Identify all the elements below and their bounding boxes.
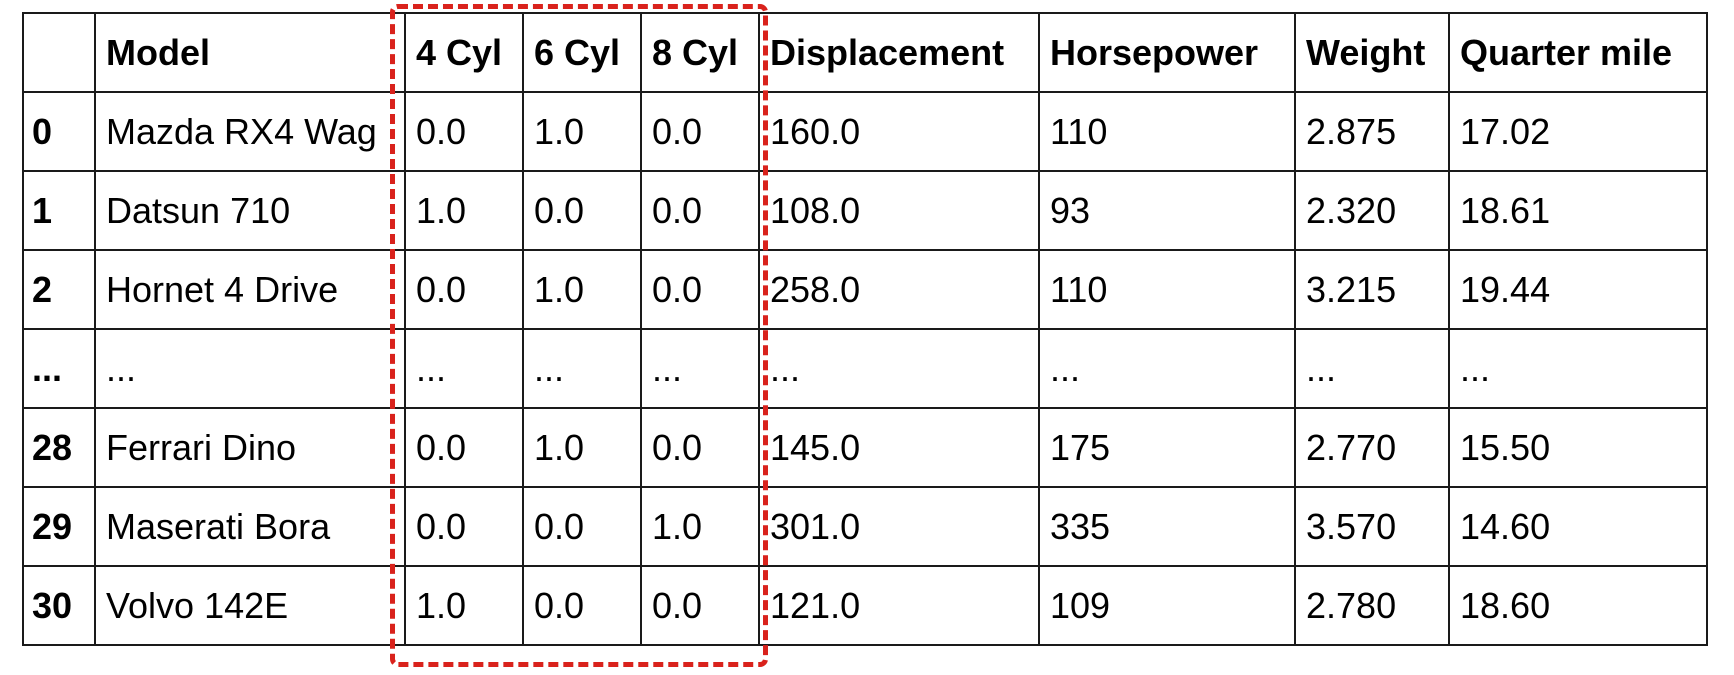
6-cyl-cell: 0.0 [522, 170, 642, 251]
weight-cell: 2.780 [1294, 565, 1450, 646]
6-cyl-cell: 0.0 [522, 486, 642, 567]
horsepower-cell: ... [1038, 328, 1296, 409]
6-cyl-cell: 1.0 [522, 407, 642, 488]
displacement-cell: 108.0 [758, 170, 1040, 251]
6-cyl-cell: 1.0 [522, 249, 642, 330]
horsepower-cell: 175 [1038, 407, 1296, 488]
weight-cell: ... [1294, 328, 1450, 409]
quarter-mile-cell: 18.60 [1448, 565, 1708, 646]
row-index-cell: 1 [22, 170, 96, 251]
row-index-cell: ... [22, 328, 96, 409]
header-cell-6-cyl: 6 Cyl [522, 12, 642, 93]
model-cell: Volvo 142E [94, 565, 406, 646]
8-cyl-cell: 0.0 [640, 407, 760, 488]
quarter-mile-cell: 14.60 [1448, 486, 1708, 567]
8-cyl-cell: 0.0 [640, 565, 760, 646]
4-cyl-cell: 0.0 [404, 407, 524, 488]
header-cell-quarter-mile: Quarter mile [1448, 12, 1708, 93]
dataframe-table-container: Model 4 Cyl 6 Cyl 8 Cyl Displacement Hor… [22, 12, 1708, 646]
table-row: 0 Mazda RX4 Wag 0.0 1.0 0.0 160.0 110 2.… [22, 91, 1708, 172]
row-index-cell: 2 [22, 249, 96, 330]
4-cyl-cell: ... [404, 328, 524, 409]
6-cyl-cell: ... [522, 328, 642, 409]
8-cyl-cell: 0.0 [640, 249, 760, 330]
table-row: 29 Maserati Bora 0.0 0.0 1.0 301.0 335 3… [22, 486, 1708, 567]
8-cyl-cell: 0.0 [640, 91, 760, 172]
horsepower-cell: 110 [1038, 91, 1296, 172]
quarter-mile-cell: 17.02 [1448, 91, 1708, 172]
horsepower-cell: 335 [1038, 486, 1296, 567]
6-cyl-cell: 1.0 [522, 91, 642, 172]
table-row: 1 Datsun 710 1.0 0.0 0.0 108.0 93 2.320 … [22, 170, 1708, 251]
horsepower-cell: 110 [1038, 249, 1296, 330]
model-cell: Hornet 4 Drive [94, 249, 406, 330]
weight-cell: 2.770 [1294, 407, 1450, 488]
8-cyl-cell: ... [640, 328, 760, 409]
weight-cell: 2.320 [1294, 170, 1450, 251]
displacement-cell: 121.0 [758, 565, 1040, 646]
header-cell-index [22, 12, 96, 93]
header-cell-4-cyl: 4 Cyl [404, 12, 524, 93]
displacement-cell: 160.0 [758, 91, 1040, 172]
row-index-cell: 28 [22, 407, 96, 488]
row-index-cell: 30 [22, 565, 96, 646]
table-row: 30 Volvo 142E 1.0 0.0 0.0 121.0 109 2.78… [22, 565, 1708, 646]
table-row: 2 Hornet 4 Drive 0.0 1.0 0.0 258.0 110 3… [22, 249, 1708, 330]
horsepower-cell: 109 [1038, 565, 1296, 646]
model-cell: ... [94, 328, 406, 409]
quarter-mile-cell: ... [1448, 328, 1708, 409]
displacement-cell: ... [758, 328, 1040, 409]
quarter-mile-cell: 19.44 [1448, 249, 1708, 330]
model-cell: Datsun 710 [94, 170, 406, 251]
dataframe-table: Model 4 Cyl 6 Cyl 8 Cyl Displacement Hor… [22, 12, 1708, 646]
8-cyl-cell: 1.0 [640, 486, 760, 567]
weight-cell: 3.570 [1294, 486, 1450, 567]
4-cyl-cell: 1.0 [404, 565, 524, 646]
weight-cell: 2.875 [1294, 91, 1450, 172]
ellipsis-row: ... ... ... ... ... ... ... ... ... [22, 328, 1708, 409]
8-cyl-cell: 0.0 [640, 170, 760, 251]
model-cell: Mazda RX4 Wag [94, 91, 406, 172]
displacement-cell: 301.0 [758, 486, 1040, 567]
header-cell-weight: Weight [1294, 12, 1450, 93]
displacement-cell: 145.0 [758, 407, 1040, 488]
header-cell-model: Model [94, 12, 406, 93]
4-cyl-cell: 0.0 [404, 249, 524, 330]
4-cyl-cell: 1.0 [404, 170, 524, 251]
quarter-mile-cell: 18.61 [1448, 170, 1708, 251]
quarter-mile-cell: 15.50 [1448, 407, 1708, 488]
displacement-cell: 258.0 [758, 249, 1040, 330]
horsepower-cell: 93 [1038, 170, 1296, 251]
row-index-cell: 0 [22, 91, 96, 172]
header-cell-8-cyl: 8 Cyl [640, 12, 760, 93]
header-cell-displacement: Displacement [758, 12, 1040, 93]
6-cyl-cell: 0.0 [522, 565, 642, 646]
4-cyl-cell: 0.0 [404, 91, 524, 172]
weight-cell: 3.215 [1294, 249, 1450, 330]
4-cyl-cell: 0.0 [404, 486, 524, 567]
header-row: Model 4 Cyl 6 Cyl 8 Cyl Displacement Hor… [22, 12, 1708, 93]
model-cell: Ferrari Dino [94, 407, 406, 488]
row-index-cell: 29 [22, 486, 96, 567]
header-cell-horsepower: Horsepower [1038, 12, 1296, 93]
table-row: 28 Ferrari Dino 0.0 1.0 0.0 145.0 175 2.… [22, 407, 1708, 488]
model-cell: Maserati Bora [94, 486, 406, 567]
